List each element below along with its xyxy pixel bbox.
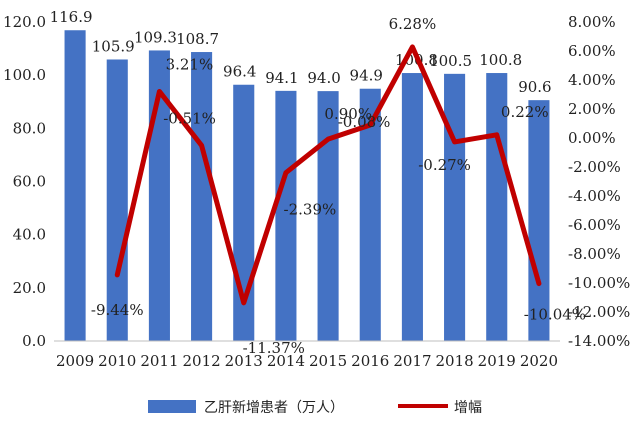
bar-series — [64, 30, 550, 342]
legend-bar-label: 乙肝新增患者（万人） — [204, 400, 344, 416]
legend: 乙肝新增患者（万人） 增幅 — [148, 400, 482, 416]
bar — [191, 52, 213, 342]
y-right-tick-label: -12.00% — [568, 303, 630, 321]
growth-data-label: 6.28% — [389, 15, 437, 33]
bar-data-label: 105.9 — [92, 37, 135, 55]
growth-data-label: -10.04% — [524, 306, 586, 324]
bar-data-label: 94.0 — [307, 69, 340, 87]
x-tick-label: 2009 — [56, 352, 94, 370]
bar — [106, 59, 128, 342]
x-tick-label: 2014 — [267, 352, 305, 370]
y-right-tick-label: -10.00% — [568, 274, 630, 292]
y-left-tick-label: 20.0 — [13, 279, 46, 297]
bar — [486, 73, 508, 341]
bar-data-label: 96.4 — [223, 63, 256, 81]
y-left-tick-label: 120.0 — [3, 13, 46, 31]
growth-data-label: -0.27% — [418, 156, 471, 174]
growth-data-label: 0.90% — [324, 105, 372, 123]
y-right-tick-label: 0.00% — [568, 129, 616, 147]
bar-data-label: 90.6 — [518, 78, 551, 96]
bar-data-label: 100.5 — [429, 52, 472, 70]
y-right-tick-label: 8.00% — [568, 13, 616, 31]
bar — [444, 73, 466, 342]
x-tick-label: 2019 — [478, 352, 516, 370]
x-tick-label: 2018 — [435, 352, 473, 370]
growth-data-label: -0.51% — [163, 109, 216, 127]
growth-data-label: -2.39% — [284, 201, 337, 219]
bar — [401, 73, 423, 341]
bar-data-label: 108.7 — [176, 30, 219, 48]
y-left-tick-label: 80.0 — [13, 119, 46, 137]
y-right-tick-label: 6.00% — [568, 42, 616, 60]
bar-data-label: 100.8 — [479, 51, 522, 69]
y-right-tick-label: 2.00% — [568, 100, 616, 118]
legend-line-label: 增幅 — [454, 400, 482, 416]
y-left-tick-label: 40.0 — [13, 226, 46, 244]
bar-data-label: 94.9 — [350, 67, 383, 85]
y-right-tick-label: -14.00% — [568, 332, 630, 350]
axes: 0.0 20.0 40.0 60.0 80.0 100.0 120.0 -14.00% -12.… — [3, 13, 630, 370]
x-tick-label: 2017 — [393, 352, 431, 370]
bar — [317, 91, 339, 341]
x-tick-label: 2010 — [98, 352, 136, 370]
y-right-tick-label: 4.00% — [568, 71, 616, 89]
bar — [64, 30, 86, 341]
bar — [528, 100, 550, 341]
growth-data-label: -9.44% — [91, 301, 144, 319]
legend-bar-swatch — [148, 400, 196, 413]
y-left-tick-label: 60.0 — [13, 173, 46, 191]
y-right-tick-label: -2.00% — [568, 158, 621, 176]
x-tick-label: 2015 — [309, 352, 347, 370]
y-left-tick-label: 0.0 — [22, 332, 46, 350]
bar — [359, 88, 381, 341]
growth-data-label: -11.37% — [243, 339, 305, 357]
growth-line — [114, 44, 542, 306]
bar — [275, 90, 297, 341]
bar-data-label: 116.9 — [50, 8, 93, 26]
y-right-tick-label: -6.00% — [568, 216, 621, 234]
y-left-tick-label: 100.0 — [3, 66, 46, 84]
x-tick-label: 2011 — [140, 352, 178, 370]
bar-data-label: 94.1 — [265, 69, 298, 87]
y-right-tick-label: -4.00% — [568, 187, 621, 205]
growth-data-label: 3.21% — [166, 55, 214, 73]
growth-data-label: 0.22% — [501, 103, 549, 121]
x-tick-label: 2013 — [225, 352, 263, 370]
x-tick-label: 2020 — [520, 352, 558, 370]
x-tick-label: 2016 — [351, 352, 389, 370]
bar-data-label: 109.3 — [134, 28, 177, 46]
growth-data-label: -0.08% — [338, 113, 391, 131]
x-tick-label: 2012 — [182, 352, 220, 370]
growth-line-series — [114, 44, 542, 306]
growth-data-labels: -9.44% 3.21% -0.51% -11.37% -2.39% -0.08%0.90… — [91, 15, 586, 357]
y-right-tick-label: -8.00% — [568, 245, 621, 263]
